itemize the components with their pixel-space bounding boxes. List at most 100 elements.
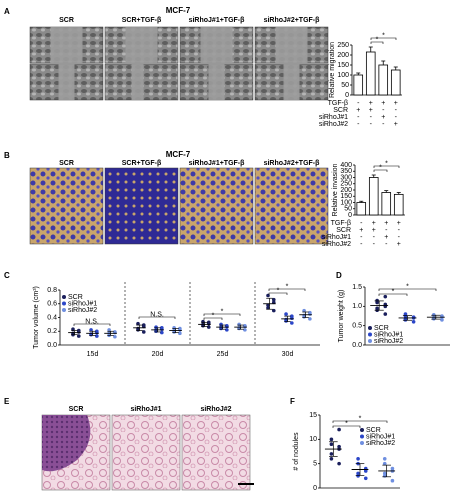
significance-bracket <box>268 292 288 295</box>
data-point <box>271 300 276 305</box>
y-tick-label: 50 <box>341 82 349 89</box>
y-tick-label: 0.6 <box>47 301 57 308</box>
condition-name: SCR <box>333 107 348 114</box>
annotation: N.S. <box>150 311 164 318</box>
y-tick-label: 0.2 <box>47 328 57 335</box>
column-label: siRhoJ#1 <box>130 406 161 413</box>
legend-label: siRhoJ#2 <box>374 338 403 345</box>
micrograph <box>254 167 329 245</box>
significance-bracket <box>268 288 306 291</box>
legend-marker <box>368 339 372 343</box>
y-tick-label: 200 <box>340 187 352 194</box>
tumor-region <box>42 415 91 472</box>
condition-sign: + <box>384 220 388 227</box>
condition-sign: + <box>397 220 401 227</box>
y-tick-label: 1.0 <box>352 303 362 310</box>
panel-title: MCF-7 <box>166 6 191 15</box>
condition-sign: - <box>382 107 385 114</box>
data-point <box>337 461 341 466</box>
condition-name: TGF-β <box>331 220 351 227</box>
micrograph <box>104 167 179 245</box>
legend-label: siRhoJ#2 <box>366 440 395 447</box>
data-point <box>431 313 436 317</box>
data-point <box>329 437 334 442</box>
panel-letter: C <box>4 271 10 280</box>
condition-sign: - <box>395 107 398 114</box>
data-point <box>356 457 360 461</box>
data-point <box>141 323 146 327</box>
column-label: SCR+TGF-β <box>122 160 162 167</box>
legend-marker <box>368 332 372 337</box>
data-point <box>178 331 182 336</box>
legend-label: SCR <box>366 427 381 434</box>
column-label: siRhoJ#2+TGF-β <box>264 17 321 24</box>
data-point <box>329 457 334 461</box>
legend-marker <box>368 326 372 330</box>
condition-name: TGF-β <box>328 100 348 107</box>
x-tick-label: 15d <box>87 351 99 358</box>
legend-marker <box>62 301 66 306</box>
y-tick-label: 0.0 <box>352 342 362 349</box>
histology <box>111 414 181 491</box>
significance-bracket <box>373 169 388 172</box>
data-point <box>225 323 229 328</box>
condition-name: SCR <box>336 227 351 234</box>
data-point <box>337 427 341 432</box>
legend-label: SCR <box>374 325 389 332</box>
y-tick-label: 0.8 <box>47 287 57 294</box>
x-tick-label: 30d <box>282 351 294 358</box>
data-point <box>266 303 270 307</box>
data-point <box>206 320 211 325</box>
y-tick-label: 200 <box>337 52 349 59</box>
condition-sign: + <box>381 100 385 107</box>
data-point <box>76 328 81 333</box>
data-point <box>390 466 395 471</box>
data-point <box>271 297 276 302</box>
data-point <box>302 308 306 313</box>
significance-bracket <box>373 165 400 168</box>
y-tick-label: 5 <box>313 461 317 468</box>
data-point <box>337 444 341 449</box>
condition-name: siRhoJ#1 <box>322 234 351 241</box>
data-point <box>390 478 395 483</box>
y-tick-label: 0 <box>313 485 317 492</box>
data-point <box>375 298 379 303</box>
annotation: * <box>277 287 280 294</box>
wound-gap <box>58 64 75 100</box>
data-point <box>356 471 360 476</box>
y-tick-label: 350 <box>340 168 352 175</box>
legend-label: SCR <box>68 294 83 301</box>
data-point <box>440 318 444 322</box>
annotation: * <box>212 312 215 319</box>
y-tick-label: 100 <box>340 199 352 206</box>
y-tick-label: 0.0 <box>47 342 57 349</box>
significance-bracket <box>138 316 176 319</box>
data-point <box>290 314 294 318</box>
data-point <box>308 310 312 315</box>
condition-sign: - <box>357 100 360 107</box>
data-point <box>411 315 416 319</box>
data-point <box>95 329 99 334</box>
annotation: * <box>382 32 385 39</box>
column-label: SCR+TGF-β <box>122 17 162 24</box>
legend-marker <box>62 295 66 299</box>
condition-sign: - <box>385 241 388 248</box>
data-point <box>383 294 388 299</box>
significance-bracket <box>370 37 397 40</box>
data-point <box>284 312 288 316</box>
condition-sign: + <box>394 121 398 128</box>
annotation: * <box>379 164 382 171</box>
column-label: siRhoJ#1+TGF-β <box>189 17 246 24</box>
y-tick-label: 150 <box>337 62 349 69</box>
significance-bracket <box>378 293 408 296</box>
data-point <box>329 452 334 456</box>
y-tick-label: 0.5 <box>352 323 362 330</box>
bar <box>353 74 364 96</box>
condition-sign: - <box>398 234 401 241</box>
data-point <box>403 312 408 316</box>
condition-sign: + <box>384 234 388 241</box>
annotation: * <box>376 36 379 43</box>
significance-bracket <box>370 41 384 44</box>
condition-sign: - <box>398 227 401 234</box>
condition-sign: - <box>360 234 363 241</box>
